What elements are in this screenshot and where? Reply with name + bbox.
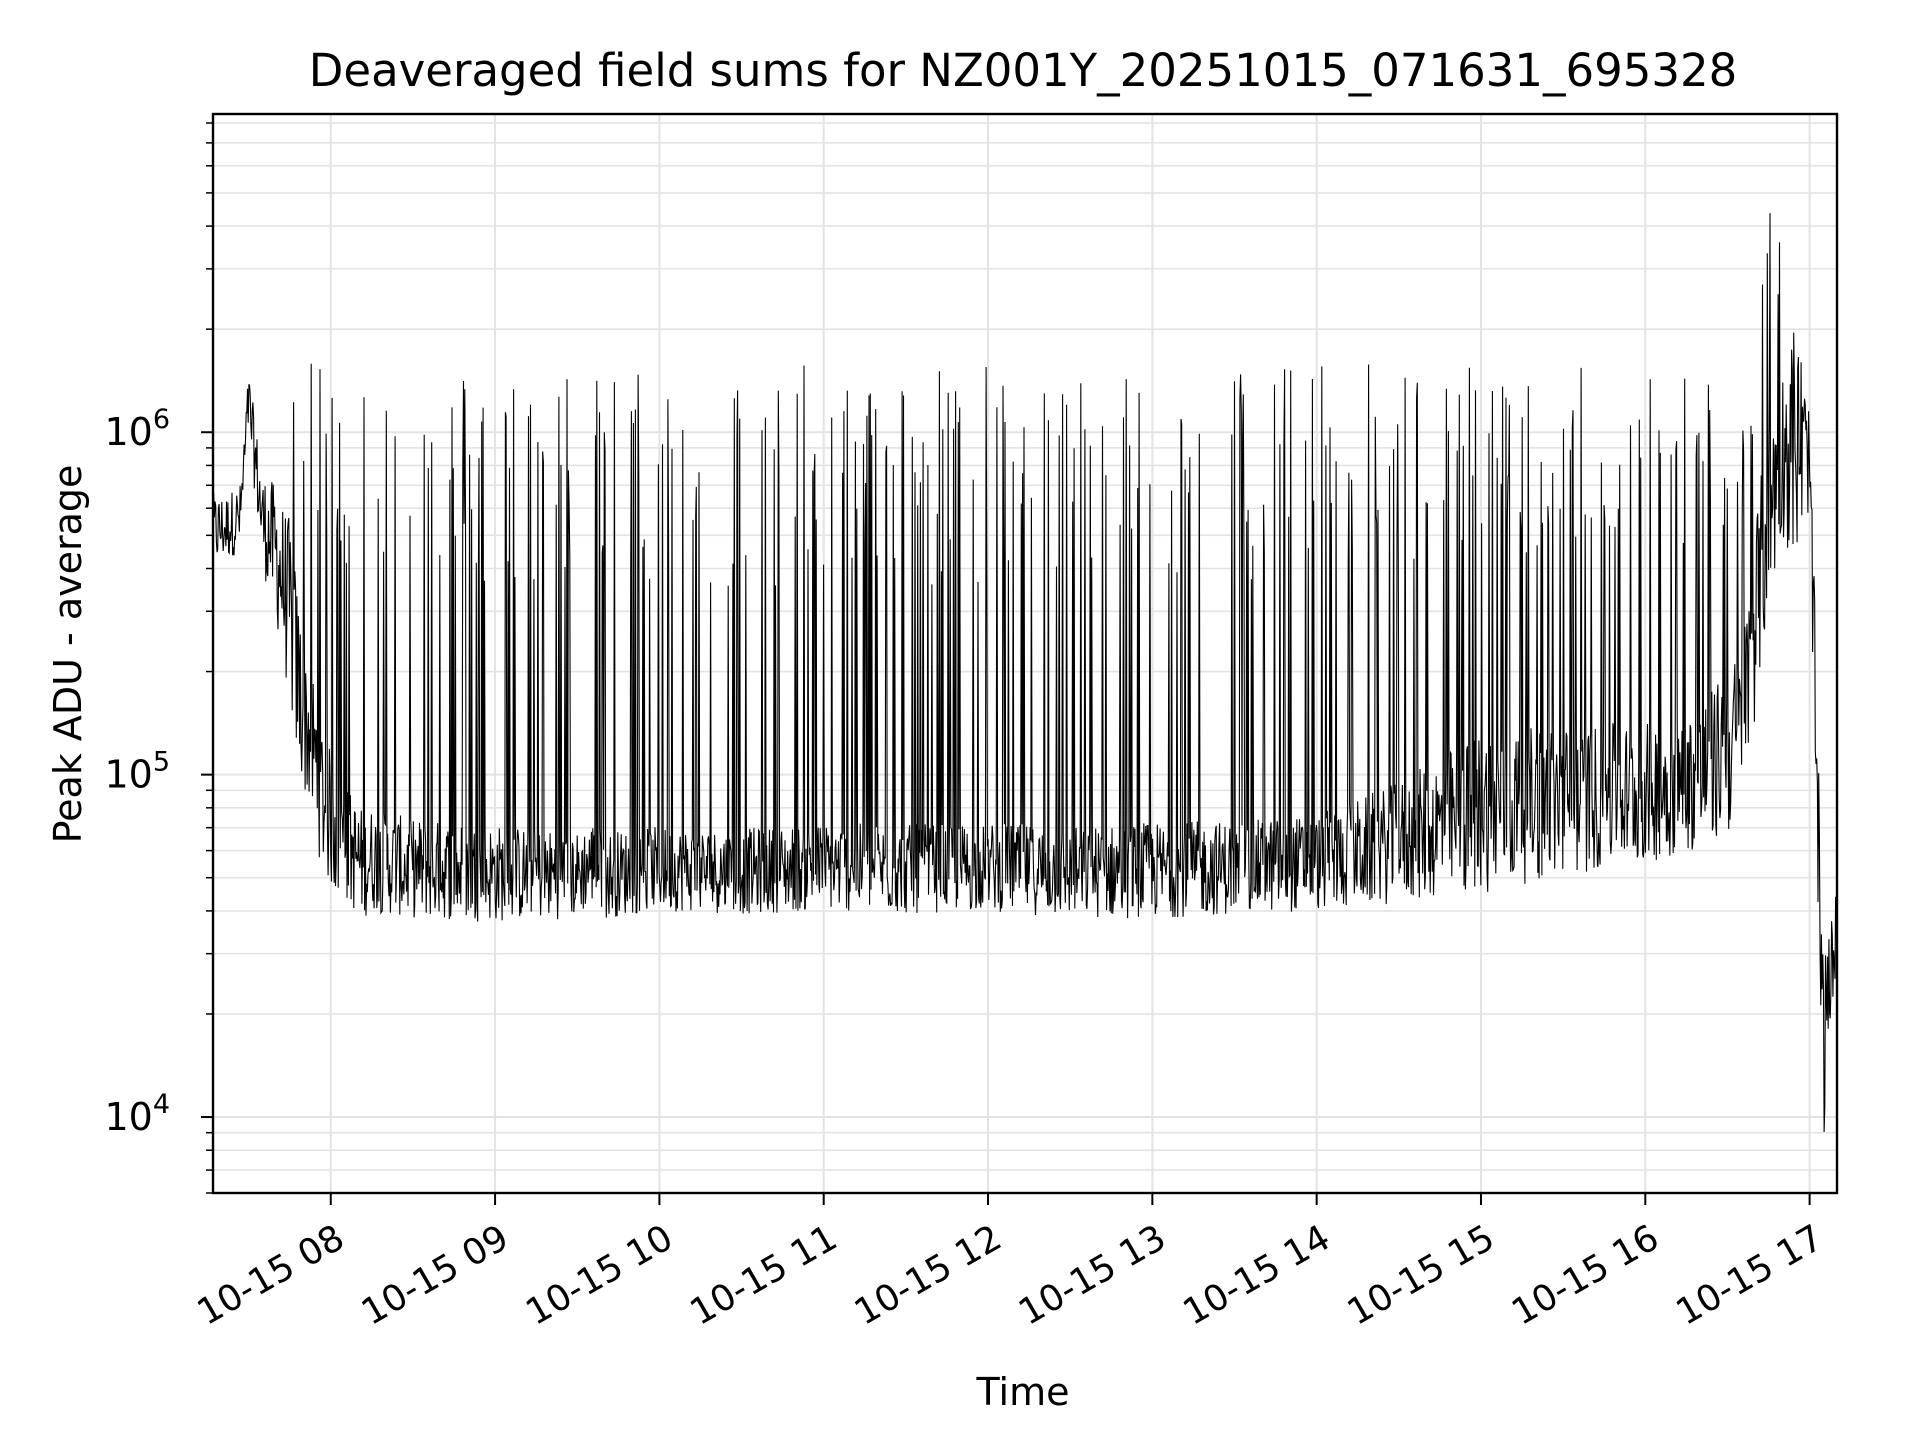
data-series [212,213,1838,1133]
y-tick-label: 106 [104,404,170,454]
y-axis-label: Peak ADU - average [46,465,90,844]
x-axis-label: Time [976,1370,1070,1414]
series-line [212,213,1838,1133]
chart-title: Deaveraged field sums for NZ001Y_2025101… [309,44,1738,97]
y-tick-label: 104 [104,1089,170,1139]
y-axis: 104 105 106 [104,122,213,1194]
plot-frame [211,112,1839,1195]
y-tick-label: 105 [104,747,170,797]
